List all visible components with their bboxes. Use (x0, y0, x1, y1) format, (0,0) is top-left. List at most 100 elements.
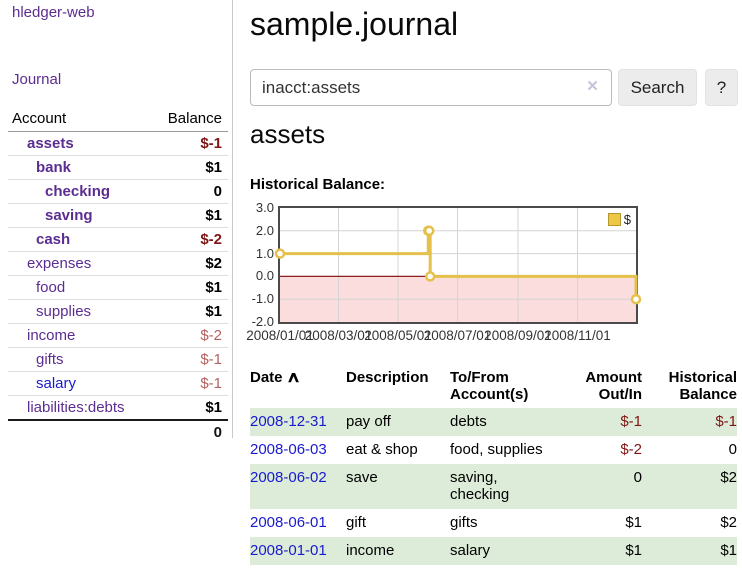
account-row-liabilities-debts: liabilities:debts $1 (8, 396, 228, 421)
header-amount: Amount Out/In (585, 369, 642, 403)
transaction-date-link[interactable]: 2008-01-01 (250, 542, 327, 559)
account-balance: $1 (205, 303, 222, 320)
account-link-checking[interactable]: checking (45, 183, 111, 200)
chart-plot-area: $ (274, 206, 642, 324)
y-tick-label: 3.0 (255, 200, 274, 215)
account-balance: $-1 (200, 351, 222, 368)
x-tick-label: 2008/05/01 (364, 328, 432, 343)
account-row-cash: cash $-2 (8, 228, 228, 252)
register-row: 2008-12-31 pay off debts $-1 $-1 (250, 408, 737, 436)
transaction-accounts: salary (450, 542, 491, 559)
account-link-income[interactable]: income (27, 327, 76, 344)
transaction-date-link[interactable]: 2008-06-03 (250, 441, 327, 458)
legend-swatch-icon (607, 213, 621, 226)
account-row-income: income $-2 (8, 324, 228, 348)
x-tick-label: 2008/11/01 (544, 328, 611, 343)
legend-label: $ (623, 212, 631, 227)
transaction-description: gift (346, 514, 367, 531)
account-link-assets[interactable]: assets (27, 135, 74, 152)
account-link-bank[interactable]: bank (36, 159, 72, 176)
transaction-balance: $-1 (715, 413, 737, 430)
transaction-date-link[interactable]: 2008-12-31 (250, 413, 327, 430)
account-row-supplies: supplies $1 (8, 300, 228, 324)
transaction-date-link[interactable]: 2008-06-02 (250, 469, 327, 486)
account-link-food[interactable]: food (36, 279, 66, 296)
account-row-checking: checking 0 (8, 180, 228, 204)
search-button[interactable]: Search (618, 69, 697, 106)
transaction-accounts: saving, checking (450, 469, 510, 503)
register-row: 2008-06-02 save saving, checking 0 $2 (250, 464, 737, 509)
search-help-button[interactable]: ? (705, 69, 738, 106)
account-balance: $-1 (200, 375, 222, 392)
historical-balance-chart: $ 3.0 2.0 1.0 0.0 -1.0 -2.0 2008/01/01 2008/03… (246, 200, 742, 348)
header-description: Description (346, 369, 429, 386)
transaction-description: save (346, 469, 378, 486)
y-tick-label: 2.0 (255, 222, 274, 238)
account-balance: $-2 (200, 231, 222, 248)
register-table: Date ∧ Description To/From Account(s) Amo… (250, 364, 737, 565)
transaction-description: income (346, 542, 395, 559)
account-heading: assets (250, 119, 326, 149)
sort-ascending-icon: ∧ (285, 369, 301, 386)
account-balance: $1 (205, 399, 222, 416)
chart-legend: $ (607, 212, 631, 227)
register-row: 2008-06-01 gift gifts $1 $2 (250, 509, 737, 537)
transaction-balance: 0 (728, 441, 737, 458)
x-tick-label: 2008/03/01 (304, 328, 373, 343)
page-title: sample.journal (250, 6, 459, 42)
accounts-total-row: 0 (8, 421, 228, 444)
transaction-accounts: gifts (450, 514, 478, 531)
account-link-saving[interactable]: saving (45, 207, 93, 224)
accounts-total-value: 0 (213, 424, 222, 441)
account-row-salary: salary $-1 (8, 372, 228, 396)
transaction-amount: $1 (625, 514, 642, 531)
transaction-amount: $1 (625, 542, 642, 559)
sidebar-divider (232, 0, 233, 438)
header-date[interactable]: Date ∧ (250, 369, 301, 386)
transaction-balance: $2 (720, 469, 737, 486)
account-row-expenses: expenses $2 (8, 252, 228, 276)
account-balance: 0 (213, 183, 222, 200)
transaction-balance: $1 (720, 542, 737, 559)
transaction-amount: $-1 (620, 413, 642, 430)
transaction-accounts: food, supplies (450, 441, 543, 458)
account-link-cash[interactable]: cash (36, 231, 71, 248)
register-row: 2008-01-01 income salary $1 $1 (250, 537, 737, 565)
account-link-salary[interactable]: salary (36, 375, 77, 392)
balance-column-header: Balance (167, 110, 222, 127)
x-tick-label: 2008/07/01 (423, 328, 492, 343)
account-balance: $1 (205, 159, 222, 176)
x-tick-label: 2008/09/01 (484, 328, 552, 343)
register-header-row: Date ∧ Description To/From Account(s) Amo… (250, 364, 737, 408)
account-balance: $1 (205, 279, 222, 296)
sidebar-item-journal[interactable]: Journal (12, 71, 62, 88)
transaction-description: pay off (346, 413, 391, 430)
account-row-food: food $1 (8, 276, 228, 300)
account-link-supplies[interactable]: supplies (36, 303, 92, 320)
search-input[interactable] (250, 69, 612, 106)
account-table-header: Account Balance (8, 107, 228, 132)
account-link-gifts[interactable]: gifts (36, 351, 64, 368)
account-balance: $-1 (200, 135, 222, 152)
account-balance: $2 (205, 255, 222, 272)
account-row-assets: assets $-1 (8, 132, 228, 156)
account-link-liabilities-debts[interactable]: liabilities:debts (27, 399, 125, 416)
y-tick-label: 1.0 (255, 245, 274, 261)
header-accounts: To/From Account(s) (450, 369, 529, 403)
account-balance: $-2 (200, 327, 222, 344)
account-balance: $1 (205, 207, 222, 224)
app-title-link[interactable]: hledger-web (12, 4, 95, 21)
search-form: × Search ? (250, 69, 742, 106)
transaction-amount: $-2 (620, 441, 642, 458)
account-row-bank: bank $1 (8, 156, 228, 180)
y-tick-label: -1.0 (251, 291, 274, 307)
account-row-saving: saving $1 (8, 204, 228, 228)
transaction-description: eat & shop (346, 441, 418, 458)
account-balance-table: Account Balance assets $-1 bank $1 check… (8, 107, 228, 444)
y-tick-label: -2.0 (251, 314, 274, 329)
transaction-date-link[interactable]: 2008-06-01 (250, 514, 327, 531)
account-link-expenses[interactable]: expenses (27, 255, 92, 272)
transaction-accounts: debts (450, 413, 487, 430)
register-row: 2008-06-03 eat & shop food, supplies $-2… (250, 436, 737, 464)
clear-search-icon[interactable]: × (587, 76, 599, 97)
